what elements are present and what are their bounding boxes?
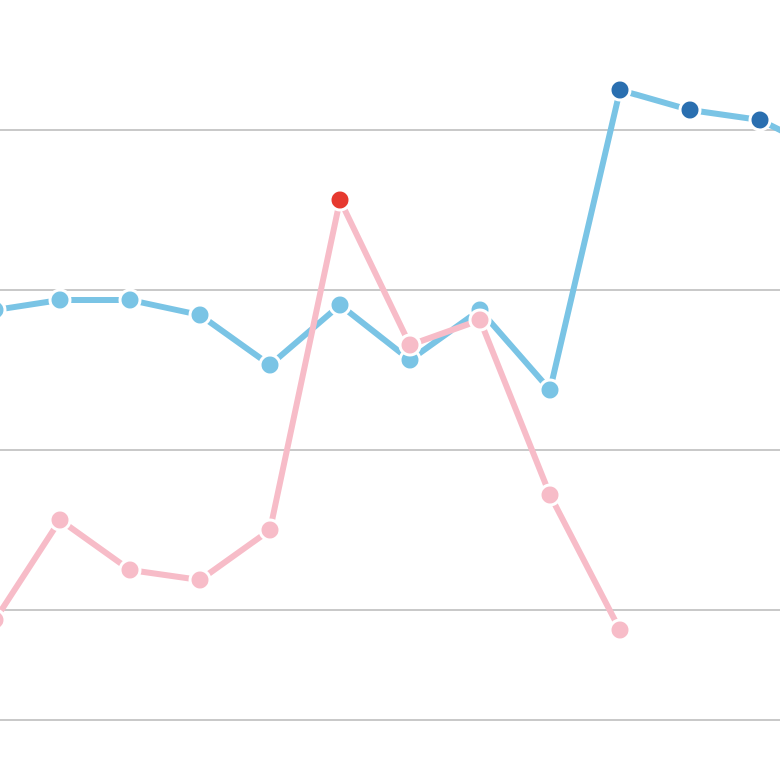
series-blue-marker <box>330 295 350 315</box>
series-pink-marker <box>470 310 490 330</box>
series-blue-marker <box>540 380 560 400</box>
series-blue-marker <box>260 355 280 375</box>
series-pink-marker <box>400 335 420 355</box>
series-pink-marker <box>540 485 560 505</box>
series-blue-marker <box>50 290 70 310</box>
series-blue-marker <box>680 100 700 120</box>
line-chart <box>0 0 780 763</box>
chart-background <box>0 0 780 763</box>
series-pink-marker <box>190 570 210 590</box>
chart-svg <box>0 0 780 763</box>
series-pink-marker <box>260 520 280 540</box>
series-pink-marker <box>120 560 140 580</box>
series-pink-marker <box>330 190 350 210</box>
series-blue-marker <box>750 110 770 130</box>
series-blue-marker <box>120 290 140 310</box>
series-pink-marker <box>610 620 630 640</box>
series-blue-marker <box>190 305 210 325</box>
series-blue-marker <box>610 80 630 100</box>
series-pink-marker <box>50 510 70 530</box>
